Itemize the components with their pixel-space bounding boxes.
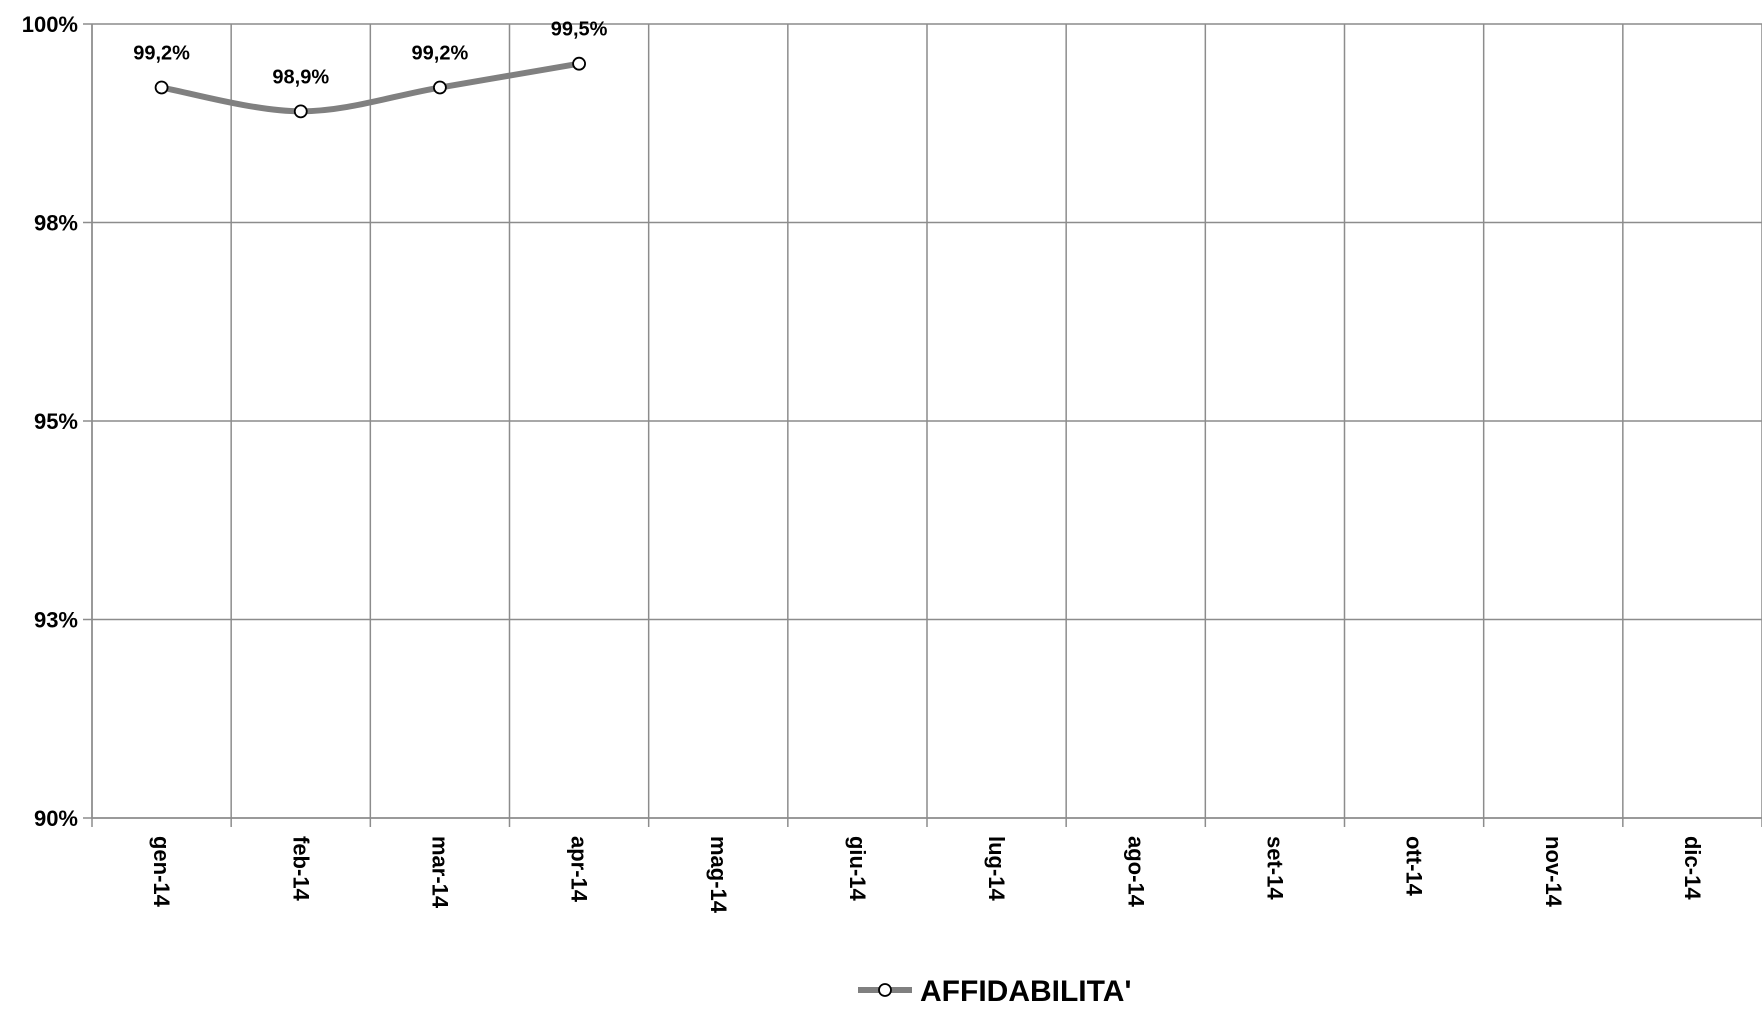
y-tick-label: 93% <box>34 608 78 633</box>
data-point-marker <box>572 56 586 71</box>
data-label: 99,2% <box>133 43 190 65</box>
x-axis-tick-labels: gen-14 feb-14 mar-14 apr-14 mag-14 giu-14 lug-… <box>149 836 1705 914</box>
data-point-marker <box>433 80 447 95</box>
data-point-marker <box>293 104 308 119</box>
x-tick-label: mag-14 <box>706 836 731 914</box>
y-tick-label: 98% <box>34 211 78 236</box>
y-axis-tick-labels: 90% 93% 95% 98% 100% <box>22 12 78 831</box>
data-label: 99,2% <box>412 43 469 65</box>
series-group: 99,2% 98,9% 99,2% 99,5% <box>133 19 608 119</box>
series-line <box>158 60 583 115</box>
y-tick-label: 95% <box>34 409 78 434</box>
legend: AFFIDABILITA' <box>858 975 1132 1008</box>
x-tick-label: set-14 <box>1262 836 1287 900</box>
data-label: 98,9% <box>272 66 329 88</box>
x-tick-label: gen-14 <box>149 836 174 908</box>
data-label: 99,5% <box>551 19 608 41</box>
x-tick-label: apr-14 <box>567 836 592 903</box>
x-tick-label: mar-14 <box>427 836 452 909</box>
x-tick-label: feb-14 <box>288 836 313 902</box>
x-tick-label: lug-14 <box>984 836 1009 902</box>
x-tick-label: ott-14 <box>1402 836 1427 897</box>
x-tick-label: giu-14 <box>845 836 870 902</box>
legend-marker-icon <box>878 983 892 997</box>
y-tick-label: 100% <box>22 12 78 37</box>
axes <box>83 23 1762 827</box>
x-tick-label: ago-14 <box>1123 836 1148 908</box>
y-tick-label: 90% <box>34 806 78 831</box>
x-tick-label: nov-14 <box>1541 836 1566 908</box>
x-tick-label: dic-14 <box>1680 836 1705 900</box>
data-point-marker <box>154 80 169 95</box>
legend-label: AFFIDABILITA' <box>920 975 1132 1008</box>
